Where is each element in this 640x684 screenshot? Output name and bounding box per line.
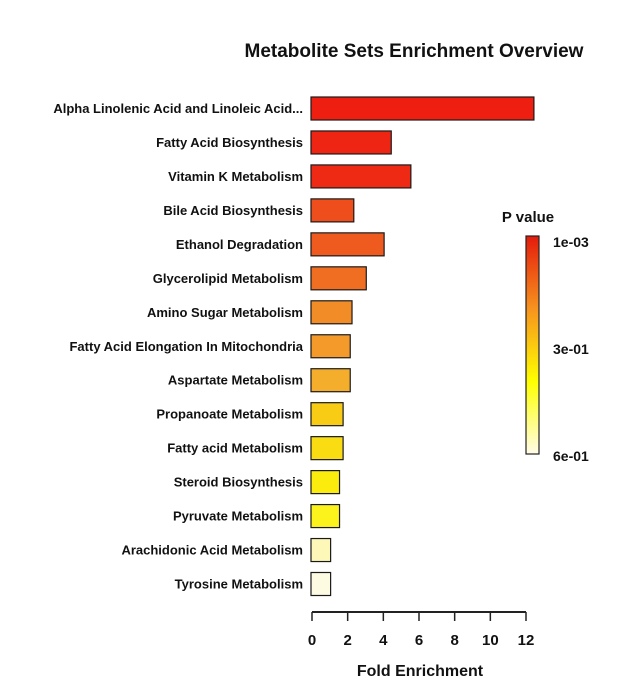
bar xyxy=(310,402,344,427)
bar xyxy=(310,334,351,359)
category-label: Bile Acid Biosynthesis xyxy=(163,203,303,218)
category-label: Amino Sugar Metabolism xyxy=(147,305,303,320)
x-ticks-group: 0 2 4 6 8 10 12 xyxy=(308,612,535,649)
x-tick-label: 8 xyxy=(450,632,458,649)
chart-title: Metabolite Sets Enrichment Overview xyxy=(245,41,584,62)
p-value-legend: P value 1e-03 3e-01 6e-01 xyxy=(502,209,589,464)
bar xyxy=(310,537,332,563)
x-tick-label: 2 xyxy=(343,632,351,649)
category-label: Arachidonic Acid Metabolism xyxy=(121,543,303,558)
bar xyxy=(310,571,332,597)
x-tick-label: 0 xyxy=(308,632,316,649)
category-label: Fatty Acid Biosynthesis xyxy=(156,135,303,150)
bar xyxy=(310,300,353,325)
category-label: Glycerolipid Metabolism xyxy=(153,271,303,286)
bar xyxy=(310,503,341,529)
legend-title: P value xyxy=(502,209,554,226)
category-label: Fatty Acid Elongation In Mitochondria xyxy=(69,339,303,354)
bar xyxy=(310,198,355,223)
bar xyxy=(310,436,344,461)
x-tick-label: 4 xyxy=(379,632,388,649)
bar xyxy=(310,164,412,189)
category-label: Steroid Biosynthesis xyxy=(174,475,303,490)
legend-label: 1e-03 xyxy=(553,234,589,250)
category-label: Fatty acid Metabolism xyxy=(167,441,303,456)
category-label: Aspartate Metabolism xyxy=(168,373,303,388)
bar xyxy=(310,266,367,291)
legend-label: 6e-01 xyxy=(553,448,589,464)
category-label: Alpha Linolenic Acid and Linoleic Acid..… xyxy=(53,101,303,116)
bar xyxy=(310,470,341,495)
bars-group xyxy=(310,96,535,597)
category-label: Vitamin K Metabolism xyxy=(168,169,303,184)
bar xyxy=(310,232,385,257)
category-label: Pyruvate Metabolism xyxy=(173,509,303,524)
x-tick-label: 6 xyxy=(415,632,423,649)
category-labels-group: Alpha Linolenic Acid and Linoleic Acid..… xyxy=(53,101,303,592)
x-tick-label: 10 xyxy=(482,632,499,649)
legend-labels-group: 1e-03 3e-01 6e-01 xyxy=(553,234,589,464)
category-label: Ethanol Degradation xyxy=(176,237,303,252)
legend-label: 3e-01 xyxy=(553,341,589,357)
bar xyxy=(310,96,535,121)
x-tick-label: 12 xyxy=(518,632,535,649)
x-axis-label: Fold Enrichment xyxy=(357,663,484,679)
bar xyxy=(310,368,351,393)
category-label: Tyrosine Metabolism xyxy=(175,577,303,592)
category-label: Propanoate Metabolism xyxy=(156,407,303,422)
bar xyxy=(310,130,392,155)
legend-color-bar xyxy=(525,235,540,455)
